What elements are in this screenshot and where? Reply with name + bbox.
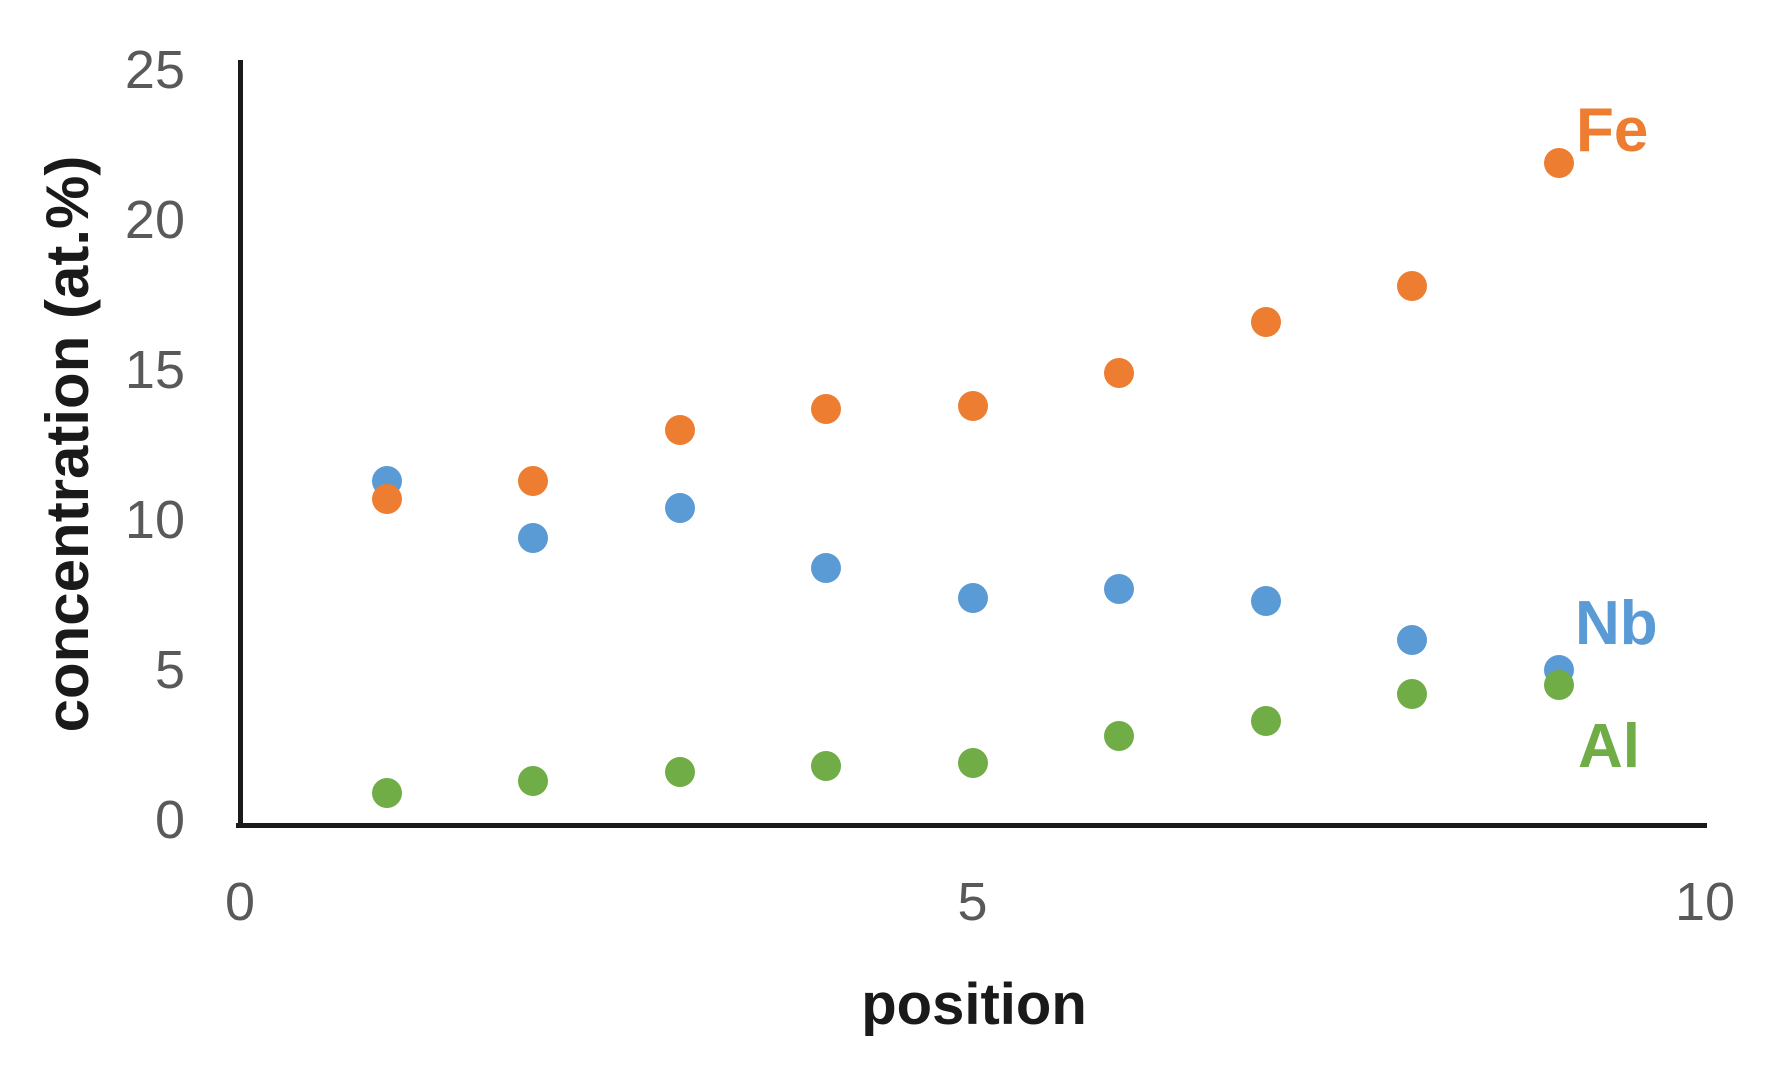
- data-point-al: [1397, 679, 1427, 709]
- x-axis-title: position: [861, 972, 1087, 1037]
- data-point-nb: [811, 553, 841, 583]
- data-point-fe: [1250, 307, 1281, 337]
- data-point-fe: [664, 415, 695, 445]
- y-tick-label: 5: [154, 640, 185, 700]
- series-label-nb: Nb: [1575, 589, 1658, 658]
- y-tick-label: 0: [154, 790, 185, 850]
- data-point-al: [1250, 706, 1281, 736]
- y-tick-label: 10: [124, 490, 185, 550]
- data-point-nb: [957, 583, 988, 613]
- data-point-al: [518, 766, 548, 796]
- data-point-fe: [1104, 358, 1134, 388]
- data-point-al: [664, 757, 695, 787]
- data-point-nb: [1104, 574, 1134, 604]
- data-point-al: [371, 778, 402, 808]
- y-tick-label: 20: [124, 190, 185, 250]
- data-point-fe: [811, 394, 841, 424]
- data-point-fe: [1543, 148, 1574, 178]
- y-axis-title: concentration (at.%): [34, 155, 101, 733]
- data-point-nb: [1397, 625, 1427, 655]
- x-tick-label: 5: [957, 872, 988, 932]
- data-point-fe: [371, 484, 402, 514]
- x-axis-line: [236, 823, 1707, 828]
- data-point-fe: [518, 466, 548, 496]
- data-point-al: [1543, 670, 1574, 700]
- data-point-fe: [1397, 271, 1427, 301]
- series-label-fe: Fe: [1576, 96, 1649, 165]
- data-point-nb: [1250, 586, 1281, 616]
- y-tick-label: 15: [124, 340, 185, 400]
- data-point-nb: [518, 523, 548, 553]
- y-axis-line: [238, 60, 243, 828]
- data-point-al: [1104, 721, 1134, 751]
- y-tick-label: 25: [124, 40, 185, 100]
- series-label-al: Al: [1578, 712, 1640, 781]
- x-tick-label: 10: [1674, 872, 1736, 932]
- data-point-fe: [957, 391, 988, 421]
- data-point-al: [811, 751, 841, 781]
- data-point-nb: [664, 493, 695, 523]
- x-tick-label: 0: [224, 872, 256, 932]
- data-point-al: [957, 748, 988, 778]
